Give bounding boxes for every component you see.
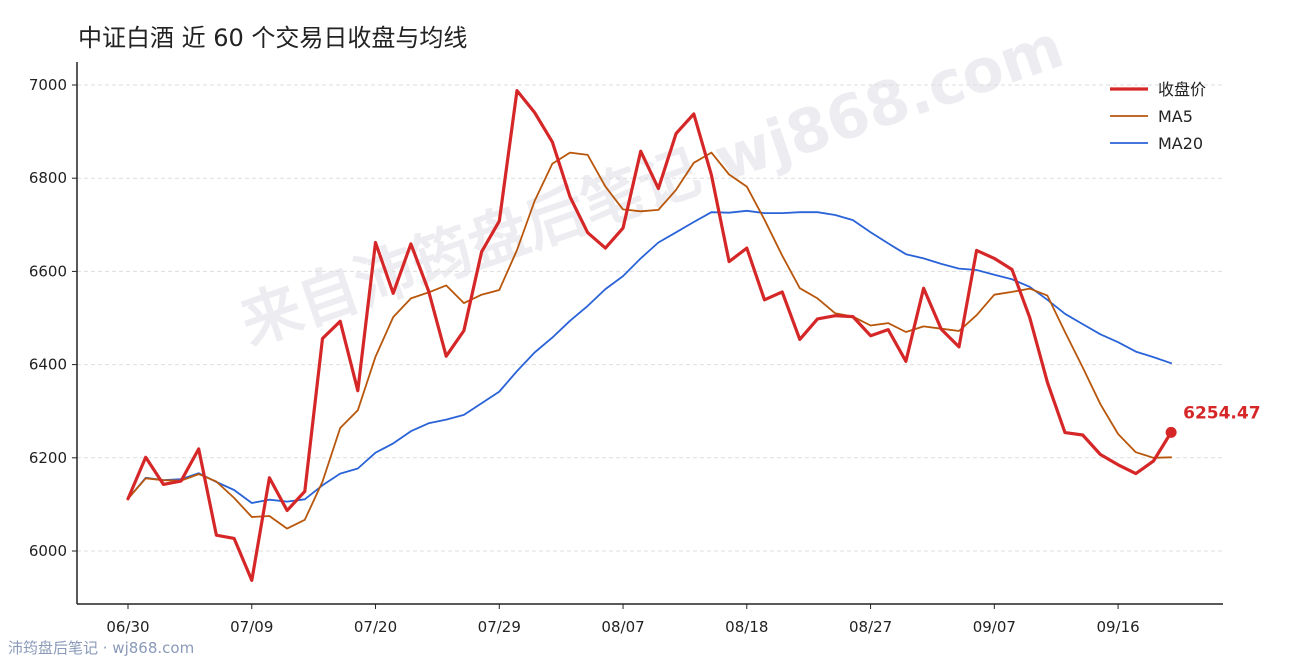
- last-close-point: [1165, 426, 1177, 438]
- watermark-text: 来自沛筠盘后笔记 wj868.com: [232, 12, 1072, 360]
- x-tick-label: 06/30: [106, 618, 149, 636]
- footer-credit: 沛筠盘后笔记 · wj868.com: [8, 639, 195, 657]
- chart-title: 中证白酒 近 60 个交易日收盘与均线: [78, 24, 468, 52]
- legend-label: MA20: [1158, 134, 1203, 153]
- series-ma20-line: [127, 209, 1172, 504]
- y-tick-label: 6400: [29, 356, 67, 374]
- series-ma5-line: [127, 151, 1172, 530]
- x-tick-label: 08/27: [849, 618, 892, 636]
- x-tick-label: 08/18: [725, 618, 768, 636]
- watermark: 来自沛筠盘后笔记 wj868.com: [232, 12, 1072, 360]
- y-tick-label: 6600: [29, 262, 67, 280]
- x-tick-label: 09/07: [973, 618, 1016, 636]
- legend-label: 收盘价: [1158, 80, 1206, 99]
- axes: 6000 6200 6400 6600 6800 7000 06/30 07/09 07/20 0…: [29, 62, 1223, 636]
- x-tick-label: 07/29: [478, 618, 521, 636]
- x-tick-label: 09/16: [1096, 618, 1139, 636]
- y-tick-label: 6000: [29, 542, 67, 560]
- x-tick-label: 07/09: [230, 618, 273, 636]
- y-tick-label: 6800: [29, 169, 67, 187]
- series: 6254.47: [126, 88, 1261, 583]
- grid: [77, 84, 1223, 552]
- legend-label: MA5: [1158, 107, 1193, 126]
- x-tick-label: 07/20: [354, 618, 397, 636]
- series-close-line: [126, 88, 1173, 583]
- legend: 收盘价 MA5 MA20: [1110, 80, 1206, 153]
- y-tick-label: 6200: [29, 449, 67, 467]
- y-tick-label: 7000: [29, 76, 67, 94]
- last-close-label: 6254.47: [1183, 403, 1260, 423]
- x-tick-label: 08/07: [601, 618, 644, 636]
